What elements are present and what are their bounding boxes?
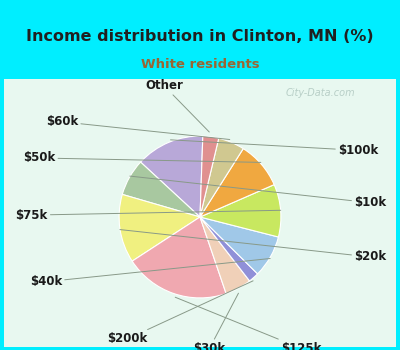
Wedge shape	[200, 138, 243, 217]
Text: $20k: $20k	[120, 230, 386, 264]
Text: White residents: White residents	[141, 58, 259, 71]
Wedge shape	[200, 217, 258, 281]
Text: $30k: $30k	[194, 293, 238, 350]
Wedge shape	[200, 149, 274, 217]
Text: City-Data.com: City-Data.com	[285, 88, 355, 98]
Text: $60k: $60k	[46, 115, 230, 140]
Text: Other: Other	[145, 79, 209, 132]
Text: $75k: $75k	[16, 209, 281, 222]
Text: $50k: $50k	[23, 152, 261, 164]
Wedge shape	[200, 136, 219, 217]
Text: $40k: $40k	[30, 259, 270, 288]
Text: $200k: $200k	[107, 281, 253, 345]
Wedge shape	[200, 185, 281, 237]
Text: $100k: $100k	[170, 140, 378, 157]
Wedge shape	[132, 217, 226, 298]
Bar	[0, 0, 400, 79]
Wedge shape	[140, 136, 203, 217]
Text: Income distribution in Clinton, MN (%): Income distribution in Clinton, MN (%)	[26, 29, 374, 44]
FancyBboxPatch shape	[4, 79, 396, 346]
Wedge shape	[119, 194, 200, 261]
Text: $125k: $125k	[175, 297, 321, 350]
Text: $10k: $10k	[130, 176, 386, 209]
Wedge shape	[200, 217, 250, 294]
Wedge shape	[200, 217, 278, 274]
Wedge shape	[122, 162, 200, 217]
